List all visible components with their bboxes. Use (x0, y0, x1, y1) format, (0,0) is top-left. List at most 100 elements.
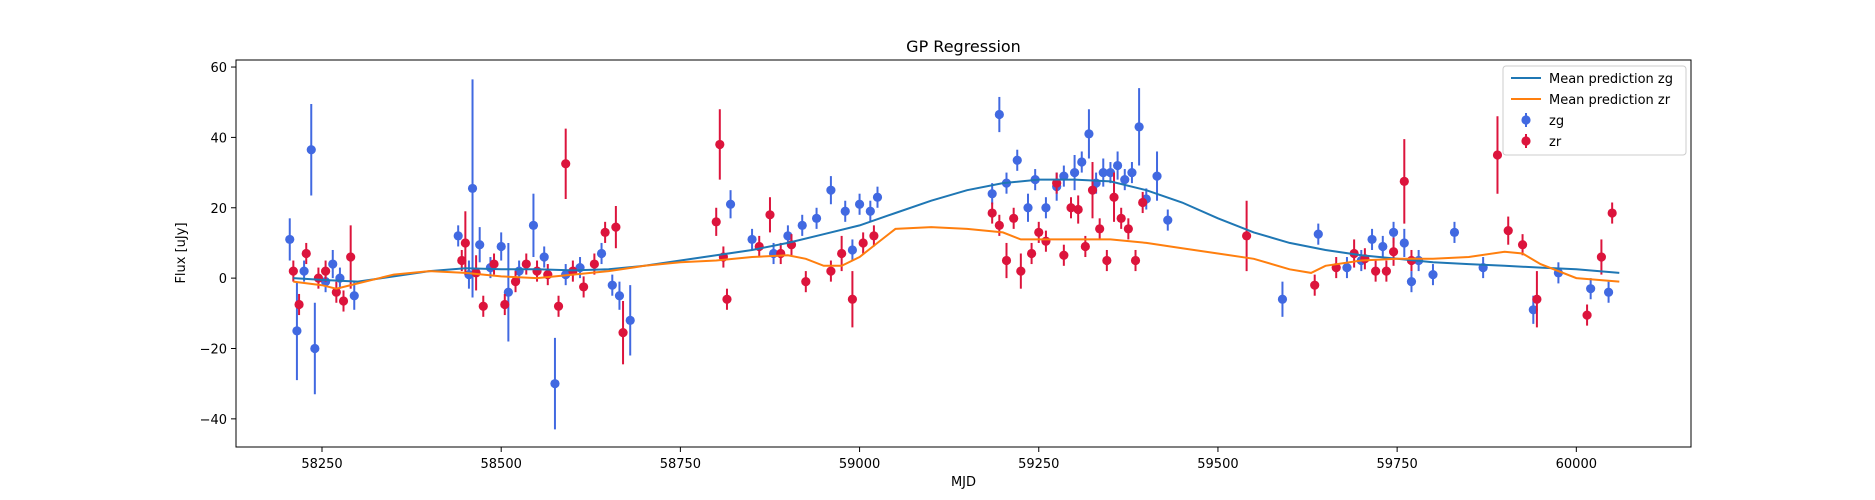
data-point (1095, 224, 1105, 234)
data-point (1367, 234, 1377, 245)
data-point (1080, 241, 1090, 252)
data-point (1116, 213, 1126, 223)
data-point (1596, 252, 1607, 262)
data-point (1023, 203, 1033, 213)
data-point (1077, 157, 1087, 167)
data-point (1449, 227, 1460, 237)
data-point (1138, 197, 1148, 208)
data-point (561, 159, 571, 169)
legend-marker-swatch (1521, 136, 1531, 146)
data-point (1059, 171, 1069, 181)
data-point (840, 206, 850, 216)
data-point (331, 287, 341, 297)
x-tick-label: 59250 (1018, 457, 1059, 472)
data-point (811, 213, 822, 223)
legend-box (1502, 65, 1687, 156)
data-point (614, 291, 625, 301)
data-point (607, 280, 617, 290)
data-point (765, 210, 775, 220)
data-point (338, 296, 349, 306)
data-point (1012, 155, 1022, 165)
data-point (1041, 236, 1051, 246)
y-tick-label: −40 (200, 413, 227, 428)
y-tick-label: 20 (210, 202, 227, 217)
x-tick-label: 59750 (1376, 457, 1417, 472)
data-point (1503, 226, 1513, 236)
data-point (1277, 294, 1288, 304)
data-point (1399, 176, 1409, 186)
data-point (1152, 171, 1162, 181)
data-point (1406, 277, 1417, 287)
y-tick-label: 0 (219, 272, 227, 287)
data-point (1532, 294, 1542, 304)
data-point (854, 199, 865, 209)
data-point (288, 266, 298, 276)
mean-prediction-line (293, 226, 1620, 290)
data-point (826, 266, 836, 276)
data-point (1026, 248, 1037, 259)
data-point (528, 220, 539, 230)
data-point (837, 248, 847, 259)
data-point (489, 259, 499, 269)
data-point (500, 299, 510, 310)
data-point (869, 231, 879, 241)
data-point (1517, 240, 1528, 250)
data-point (826, 185, 836, 195)
x-tick-label: 58250 (301, 457, 342, 472)
data-point (1586, 284, 1596, 294)
data-point (550, 379, 560, 389)
data-point (1134, 122, 1144, 132)
x-tick-label: 59500 (1197, 457, 1238, 472)
x-tick-label: 58500 (481, 457, 522, 472)
data-point (579, 282, 589, 292)
data-point (1009, 213, 1019, 223)
series-zr-points (288, 109, 1617, 365)
data-point (625, 315, 635, 325)
data-point (1127, 167, 1137, 178)
data-point (1313, 229, 1323, 239)
data-point (496, 241, 506, 252)
data-point (553, 301, 564, 311)
legend-marker-swatch (1521, 115, 1531, 125)
data-point (453, 231, 463, 241)
data-point (1492, 150, 1503, 160)
data-point (1052, 178, 1062, 188)
data-point (725, 199, 736, 209)
data-point (1603, 287, 1614, 297)
data-point (865, 206, 875, 216)
data-point (1371, 266, 1381, 276)
axes-frame (235, 59, 1692, 448)
data-point (1001, 255, 1012, 266)
legend-label: zg (1549, 114, 1564, 129)
data-point (611, 222, 621, 232)
data-point (1066, 203, 1076, 213)
data-point (596, 248, 607, 259)
data-point (1378, 241, 1388, 252)
data-point (1163, 215, 1173, 225)
y-tick-label: 40 (210, 131, 227, 146)
data-point (532, 266, 542, 276)
data-point (285, 234, 295, 245)
data-point (600, 227, 610, 237)
data-point (313, 273, 324, 283)
data-point (310, 343, 320, 354)
data-point (346, 252, 356, 262)
x-tick-label: 60000 (1556, 457, 1597, 472)
x-tick-label: 58750 (660, 457, 701, 472)
data-point (1381, 266, 1391, 276)
data-point (783, 231, 793, 241)
y-tick-label: 60 (210, 61, 227, 76)
data-point (1034, 227, 1044, 237)
y-tick-label: −20 (200, 342, 227, 357)
data-point (715, 139, 725, 150)
data-point (503, 287, 513, 297)
data-point (858, 238, 868, 248)
data-point (1069, 167, 1080, 178)
data-point (722, 294, 732, 304)
data-point (1113, 160, 1123, 171)
data-point (1073, 204, 1083, 215)
data-point (847, 245, 858, 255)
data-point (1130, 255, 1141, 266)
data-point (1310, 280, 1320, 290)
